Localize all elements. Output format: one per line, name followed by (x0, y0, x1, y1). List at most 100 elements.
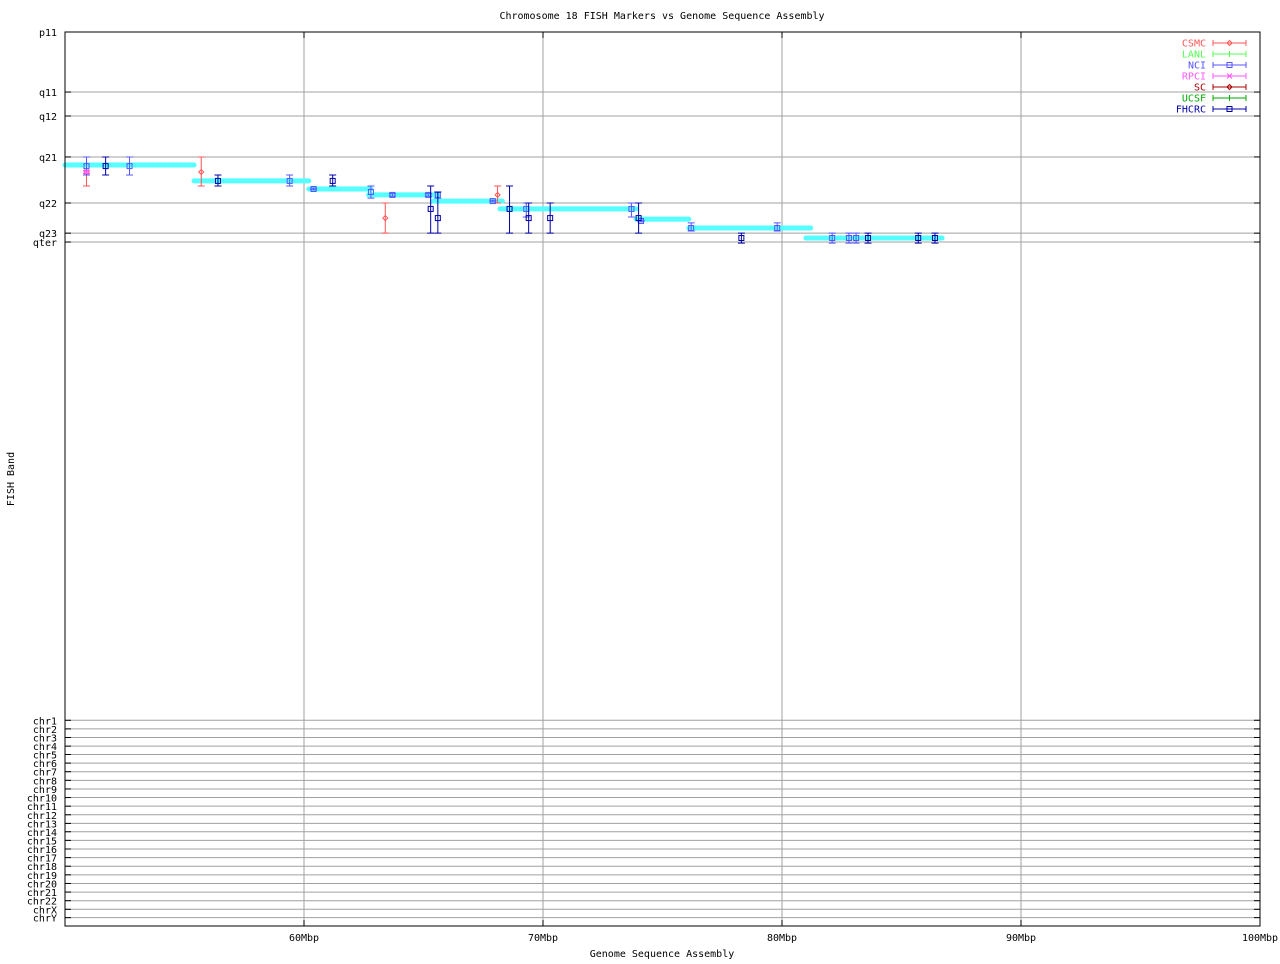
data-point-nci (687, 222, 695, 232)
point-marker (738, 234, 745, 241)
data-point-fhcrc (427, 185, 435, 234)
x-tick-label: 90Mbp (1006, 933, 1036, 944)
y-tick-label: chr6 (33, 759, 57, 770)
point-marker (214, 177, 221, 184)
data-point-fhcrc (931, 232, 939, 244)
point-marker (547, 215, 554, 222)
y-tick-label: q12 (39, 112, 57, 123)
y-tick-label: q23 (39, 229, 57, 240)
point-marker (635, 215, 642, 222)
y-tick-label: chr18 (27, 862, 57, 873)
error-bar (427, 185, 435, 234)
point-marker (126, 163, 133, 170)
data-point-rpci (83, 169, 91, 175)
error-bar (546, 202, 554, 234)
error-bar (627, 202, 635, 218)
y-tick-label: chr7 (33, 768, 57, 779)
data-point-nci (286, 174, 294, 187)
markers (83, 156, 939, 244)
error-bar (197, 156, 205, 187)
legend-marker (1226, 39, 1233, 47)
point-marker (494, 191, 501, 199)
y-tick-label: chr4 (33, 742, 57, 753)
y-axis-label: FISH Band (6, 452, 17, 506)
legend-marker (1226, 62, 1233, 68)
data-point-nci (310, 185, 318, 192)
legend-label: RPCI (1182, 72, 1206, 83)
legend-label: CSMC (1182, 39, 1206, 50)
legend-marker (1226, 95, 1233, 101)
error-bar (737, 232, 745, 244)
data-point-nci (367, 185, 375, 199)
point-marker (845, 234, 852, 241)
point-marker (853, 234, 860, 241)
point-marker (427, 205, 434, 212)
data-point-csmc (197, 156, 205, 187)
data-point-fhcrc (329, 174, 337, 187)
y-tick-label: chrY (33, 914, 57, 925)
y-tick-label: chrX (33, 905, 57, 916)
data-point-fhcrc (635, 202, 643, 234)
error-bar (214, 174, 222, 187)
error-bar (635, 202, 643, 234)
legend-label: NCI (1188, 61, 1206, 72)
point-marker (310, 185, 317, 192)
point-marker (506, 205, 513, 212)
error-bar (126, 156, 134, 176)
data-point-nci (828, 232, 836, 244)
data-point-fhcrc (737, 232, 745, 244)
error-bar (828, 232, 836, 244)
legend-marker (1226, 73, 1233, 79)
y-tick-label: chr16 (27, 845, 57, 856)
legend-swatch (1212, 62, 1247, 68)
error-bar (525, 202, 533, 234)
point-marker (688, 225, 695, 232)
data-point-nci (852, 232, 860, 244)
data-point-fhcrc (914, 232, 922, 244)
error-bar (914, 232, 922, 244)
y-tick-label: chr5 (33, 750, 57, 761)
y-tick-label: chr9 (33, 785, 57, 796)
x-tick-label: 100Mbp (1242, 933, 1278, 944)
x-tick-label: 70Mbp (528, 933, 558, 944)
point-marker (102, 163, 109, 170)
point-marker (83, 163, 90, 170)
y-tick-label: chr20 (27, 879, 57, 890)
x-tick-label: 80Mbp (767, 933, 797, 944)
legend-marker (1226, 106, 1233, 112)
legend-label: LANL (1182, 50, 1206, 61)
point-marker (774, 225, 781, 232)
data-point-fhcrc (434, 191, 442, 234)
point-marker (434, 215, 441, 222)
data-point-fhcrc (506, 185, 514, 234)
error-bar (864, 232, 872, 244)
error-bar (381, 202, 389, 234)
error-bar (845, 232, 853, 244)
y-tick-label: chr15 (27, 836, 57, 847)
y-tick-label: chr1 (33, 716, 57, 727)
point-marker (931, 234, 938, 241)
y-tick-label: p11 (39, 28, 57, 39)
x-tick-label: 60Mbp (289, 933, 319, 944)
legend-marker (1226, 83, 1233, 91)
point-marker (489, 198, 496, 205)
y-tick-label: chr19 (27, 871, 57, 882)
legend-swatch (1212, 40, 1247, 46)
error-bar (367, 185, 375, 199)
point-marker (382, 214, 389, 222)
y-tick-label: chr21 (27, 888, 57, 899)
data-point-nci (388, 191, 396, 198)
y-tick-label: chr10 (27, 794, 57, 805)
y-tick-label: chr13 (27, 819, 57, 830)
point-marker (628, 205, 635, 212)
x-axis-label: Genome Sequence Assembly (590, 949, 735, 960)
data-point-fhcrc (525, 202, 533, 234)
point-marker (329, 177, 336, 184)
point-marker (198, 168, 205, 176)
error-bar (286, 174, 294, 187)
legend-marker (1226, 51, 1233, 57)
y-tick-label: chr14 (27, 828, 57, 839)
grid (65, 31, 1260, 926)
point-marker (829, 234, 836, 241)
